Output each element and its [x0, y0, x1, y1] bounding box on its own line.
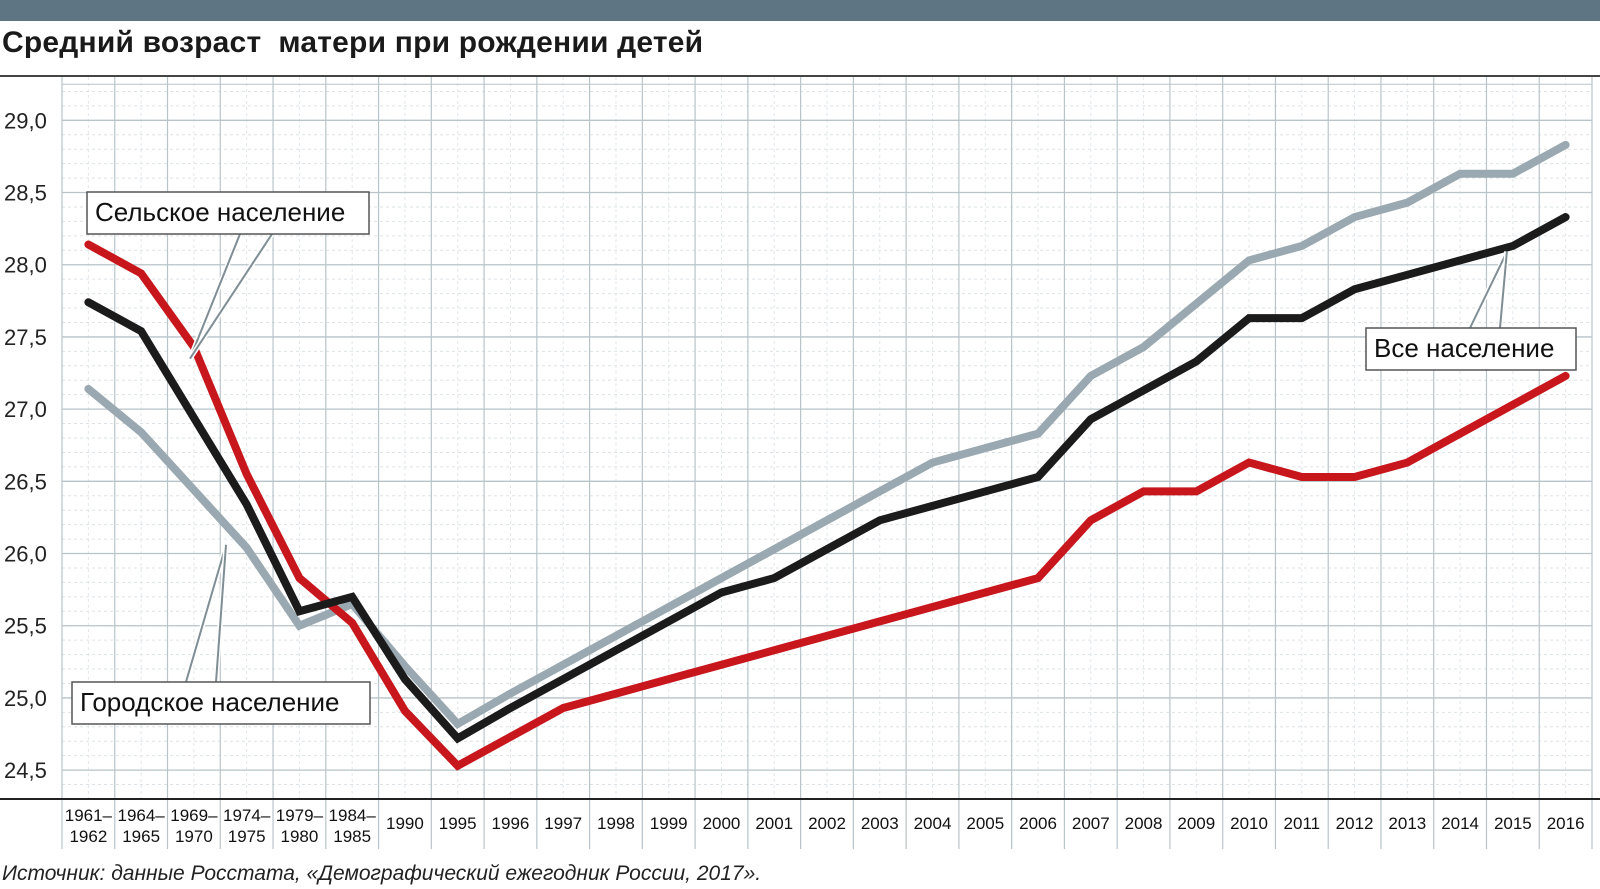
x-tick-label: 2002 — [808, 814, 846, 833]
x-tick-label: 2010 — [1230, 814, 1268, 833]
x-tick-label: 2013 — [1388, 814, 1426, 833]
x-tick-label: 1970 — [175, 827, 213, 846]
source-note: Источник: данные Росстата, «Демографичес… — [2, 862, 762, 885]
y-tick-label: 29,0 — [4, 108, 47, 133]
callout-label-urban: Городское население — [80, 687, 340, 717]
y-tick-label: 28,5 — [4, 181, 47, 206]
y-tick-label: 26,0 — [4, 542, 47, 567]
x-tick-label: 1962 — [69, 827, 107, 846]
x-tick-label: 1998 — [597, 814, 635, 833]
x-tick-label: 1985 — [333, 827, 371, 846]
series-line-rural — [84, 240, 1570, 771]
x-tick-label: 2016 — [1547, 814, 1585, 833]
x-tick-label: 1995 — [439, 814, 477, 833]
x-tick-label: 1999 — [650, 814, 688, 833]
x-tick-label: 1997 — [544, 814, 582, 833]
x-tick-label: 2001 — [755, 814, 793, 833]
x-tick-label: 2006 — [1019, 814, 1057, 833]
series-line-total — [84, 213, 1570, 744]
x-tick-label: 1964– — [117, 806, 165, 825]
x-tick-label: 2004 — [914, 814, 952, 833]
x-tick-label: 1974– — [223, 806, 271, 825]
callout-label-total: Все население — [1374, 333, 1554, 363]
x-tick-label: 1996 — [492, 814, 530, 833]
callout-pointer — [189, 233, 241, 359]
x-tick-label: 2012 — [1336, 814, 1374, 833]
callout-pointer — [1469, 251, 1508, 329]
x-tick-label: 1979– — [276, 806, 324, 825]
y-tick-label: 27,5 — [4, 325, 47, 350]
x-tick-label: 2005 — [966, 814, 1004, 833]
y-tick-label: 26,5 — [4, 469, 47, 494]
x-tick-label: 2008 — [1125, 814, 1163, 833]
x-tick-label: 2007 — [1072, 814, 1110, 833]
x-tick-label: 2009 — [1177, 814, 1215, 833]
chart-title: Средний возраст матери при рождении дете… — [2, 26, 704, 59]
x-tick-label: 2000 — [703, 814, 741, 833]
callout-label-rural: Сельское население — [95, 197, 345, 227]
x-tick-label: 1961– — [65, 806, 113, 825]
callout-box-urban — [71, 681, 371, 725]
callout-pointer — [185, 544, 227, 683]
x-tick-label: 1965 — [122, 827, 160, 846]
x-tick-label: 2015 — [1494, 814, 1532, 833]
callout-pointer — [215, 544, 227, 683]
y-tick-label: 24,5 — [4, 758, 47, 783]
x-tick-label: 2011 — [1284, 814, 1321, 833]
series-lines — [84, 140, 1570, 771]
callout-pointer — [1499, 251, 1508, 329]
x-tick-labels: 1961– 1962 1964– 1965 1969– 1970 1974– 1975 1979… — [65, 806, 1585, 846]
callout-box-rural — [86, 191, 370, 235]
x-tick-label: 1990 — [386, 814, 424, 833]
callout-pointer — [189, 233, 273, 360]
x-tick-label: 2003 — [861, 814, 899, 833]
callouts: Сельское население Городское население Все… — [71, 191, 1577, 725]
x-tick-label: 2014 — [1441, 814, 1479, 833]
y-tick-label: 27,0 — [4, 397, 47, 422]
x-tick-label: 1975 — [228, 827, 266, 846]
y-tick-label: 25,0 — [4, 686, 47, 711]
x-tick-label: 1980 — [280, 827, 318, 846]
x-tick-label: 1969– — [170, 806, 218, 825]
title-divider — [0, 75, 1600, 77]
y-tick-label: 25,5 — [4, 614, 47, 639]
top-color-bar — [0, 0, 1600, 21]
x-tick-label: 1984– — [329, 806, 377, 825]
y-tick-label: 28,0 — [4, 253, 47, 278]
callout-box-total — [1365, 327, 1577, 371]
line-chart: 24,5 25,0 25,5 26,0 26,5 27,0 27,5 28,0 28,5 29,0… — [0, 77, 1600, 849]
vertical-grid — [61, 77, 1593, 849]
